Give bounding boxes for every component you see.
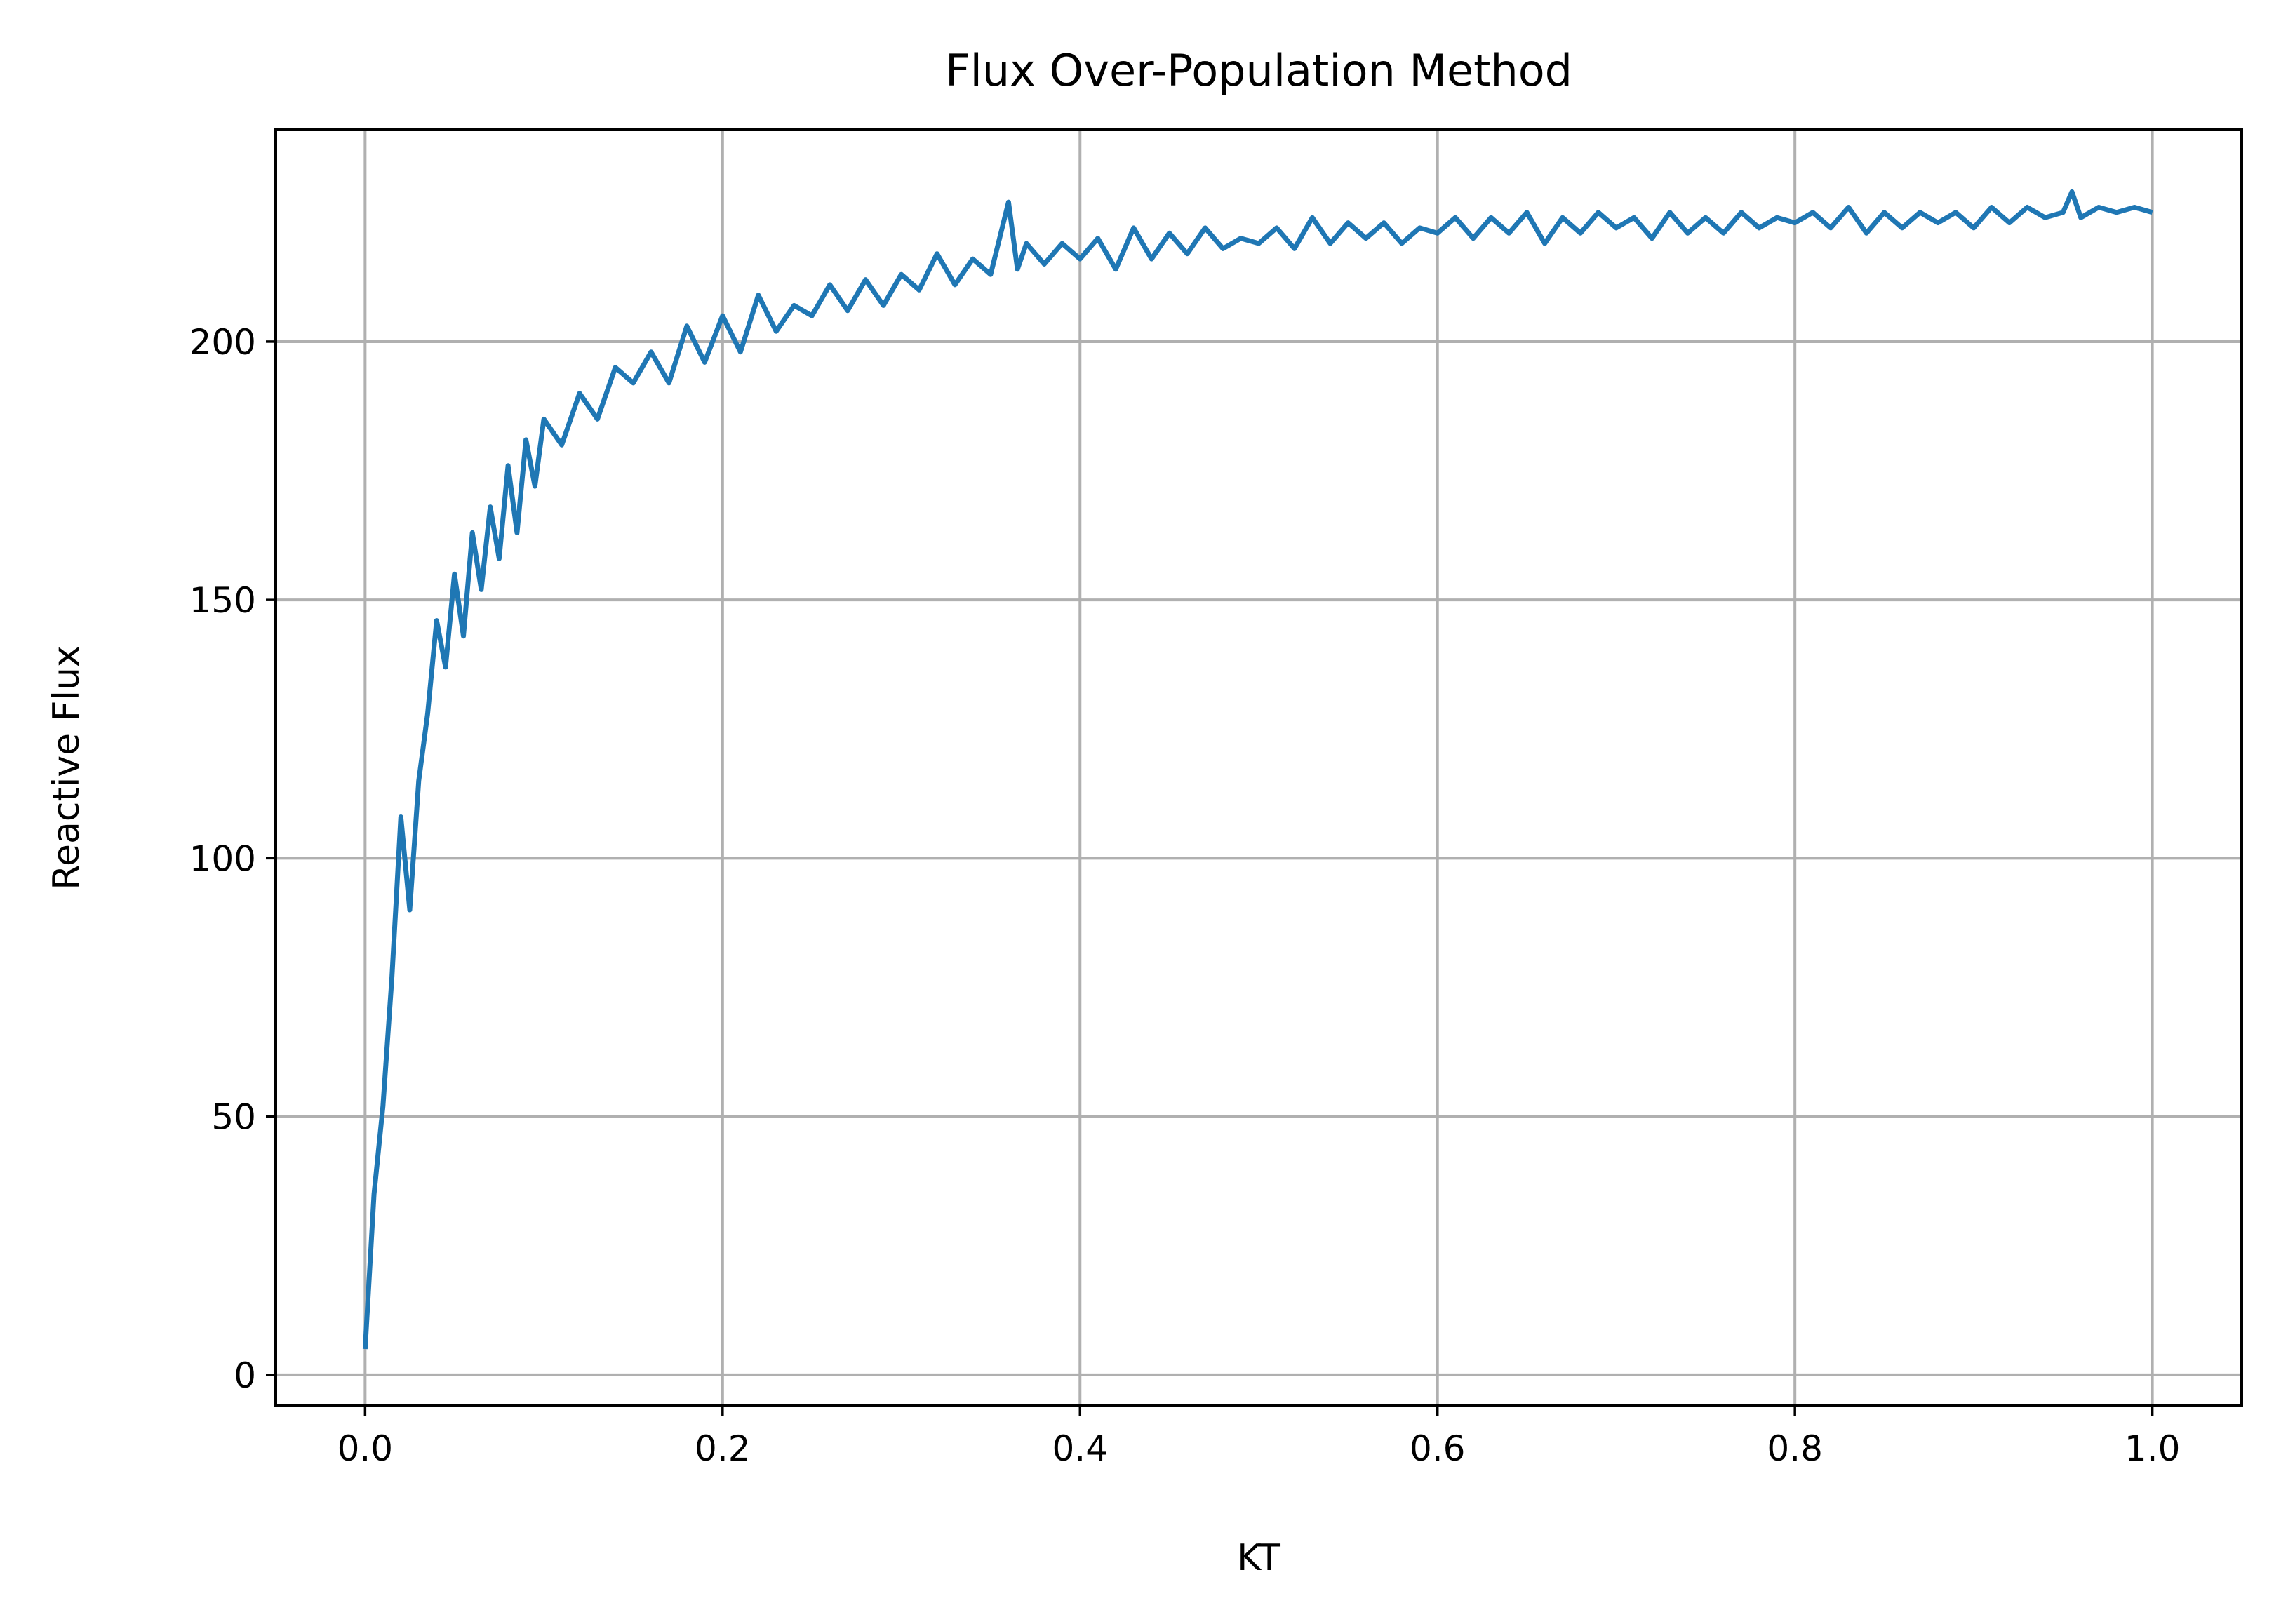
axis-ticks: 0.0 0.2 0.4 0.6 0.8 1.0 0 50 100 150 200 xyxy=(189,322,2181,1469)
series-line xyxy=(362,189,2153,1350)
y-axis-label: Reactive Flux xyxy=(46,645,88,890)
grid-lines xyxy=(276,130,2242,1406)
plot-area-frame xyxy=(274,128,2243,1407)
y-tick-label: 50 xyxy=(211,1097,256,1138)
y-tick-label: 0 xyxy=(234,1355,256,1396)
y-tick-label: 100 xyxy=(189,838,256,879)
y-tick-label: 150 xyxy=(189,580,256,621)
series-layer xyxy=(362,189,2153,1350)
x-tick-label: 0.8 xyxy=(1767,1428,1823,1469)
x-tick-label: 0.0 xyxy=(337,1428,394,1469)
x-axis-label: KT xyxy=(1237,1537,1280,1579)
y-tick-label: 200 xyxy=(189,322,256,363)
x-tick-label: 0.6 xyxy=(1410,1428,1466,1469)
x-tick-label: 0.2 xyxy=(695,1428,751,1469)
x-tick-label: 0.4 xyxy=(1052,1428,1109,1469)
chart-title: Flux Over-Population Method xyxy=(945,45,1572,96)
x-tick-label: 1.0 xyxy=(2125,1428,2181,1469)
